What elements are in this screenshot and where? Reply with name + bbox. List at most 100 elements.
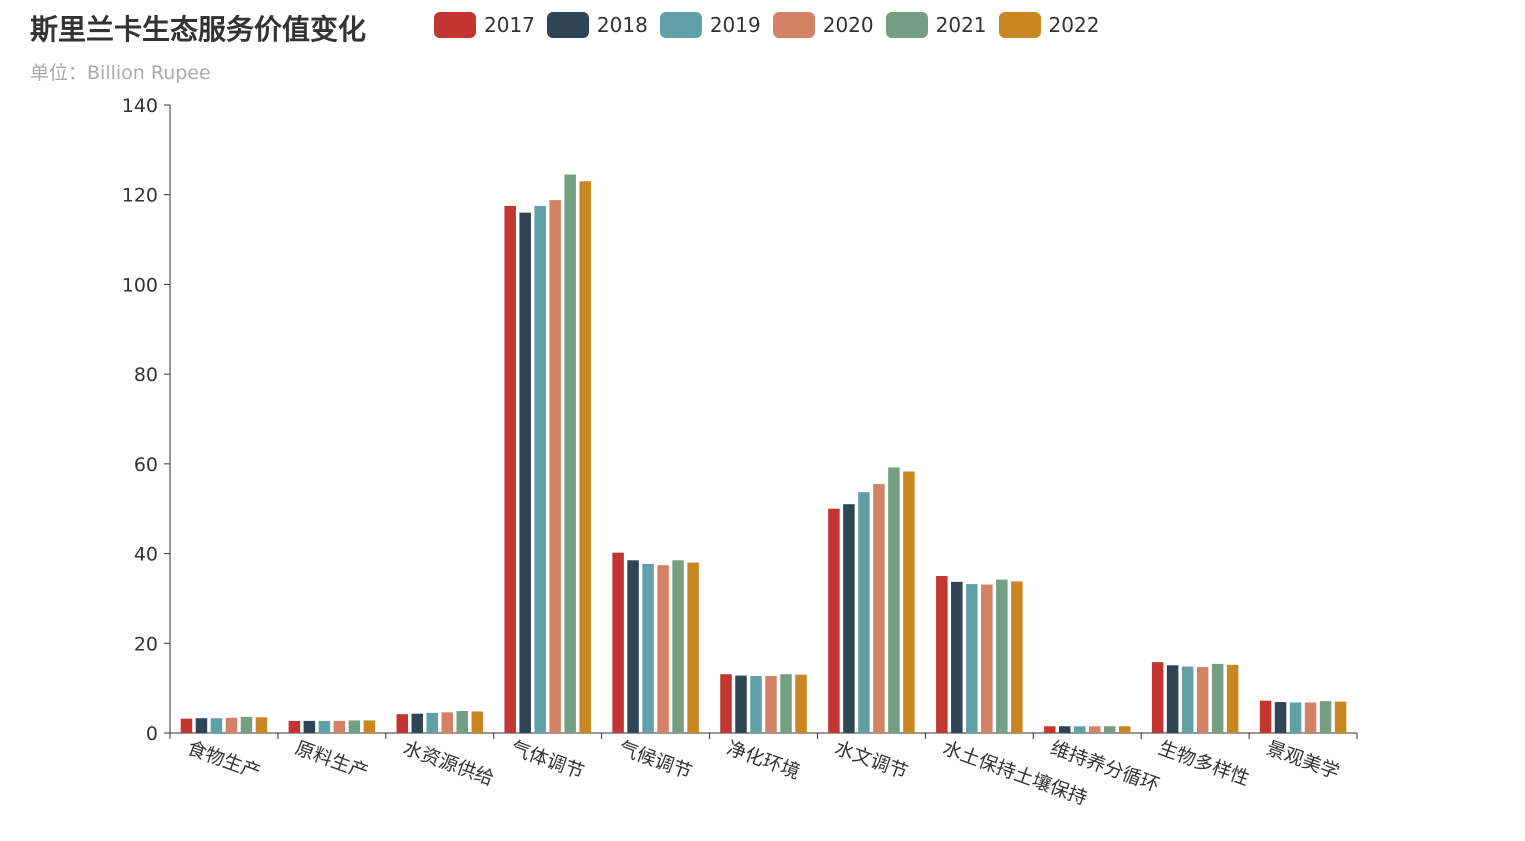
bar-2022-8: [1118, 726, 1131, 733]
y-tick-label: 40: [134, 544, 158, 566]
bar-2022-0: [255, 717, 268, 733]
bar-2017-7: [936, 576, 948, 733]
y-tick-label: 60: [134, 454, 158, 476]
x-tick-label: 气体调节: [508, 737, 587, 784]
bar-2018-1: [303, 720, 316, 733]
bar-2020-3: [549, 200, 561, 733]
bar-2018-6: [843, 504, 855, 733]
y-tick-label: 80: [134, 364, 158, 386]
x-tick-label: 景观美学: [1263, 737, 1342, 784]
bar-2021-8: [1103, 726, 1116, 733]
bar-2020-9: [1196, 667, 1209, 733]
y-tick-label: 140: [122, 95, 158, 117]
bar-2021-0: [240, 716, 253, 733]
legend-item-2017[interactable]: 2017: [434, 12, 535, 38]
bar-2020-1: [333, 720, 346, 733]
bar-2017-8: [1043, 726, 1056, 733]
x-tick-label: 生物多样性: [1155, 737, 1252, 790]
bar-2017-1: [288, 720, 301, 733]
bar-2021-3: [564, 174, 576, 733]
bar-2017-4: [612, 552, 624, 733]
bar-2020-8: [1088, 726, 1101, 733]
legend-label: 2017: [484, 13, 535, 37]
bar-2019-3: [534, 205, 546, 733]
bar-2022-4: [687, 562, 699, 733]
legend-label: 2018: [596, 13, 648, 37]
bar-2019-2: [426, 712, 439, 733]
bar-2018-2: [411, 713, 424, 733]
legend: 2017 2018 2019 2020 2021 2022: [434, 12, 1111, 38]
bar-2021-4: [672, 560, 684, 733]
legend-item-2019[interactable]: 2019: [659, 12, 761, 38]
bar-2017-9: [1151, 662, 1164, 733]
legend-item-2021[interactable]: 2021: [885, 12, 987, 38]
bar-2017-5: [720, 674, 732, 733]
legend-label: 2020: [822, 13, 874, 37]
bar-2018-5: [735, 675, 747, 733]
bar-2019-0: [210, 718, 223, 733]
x-tick-label: 净化环境: [724, 737, 803, 784]
bar-2019-10: [1289, 702, 1302, 733]
bar-2022-7: [1011, 581, 1023, 733]
legend-label: 2022: [1048, 13, 1100, 37]
bar-2020-4: [657, 565, 669, 733]
bar-2022-1: [363, 720, 376, 733]
bar-2022-10: [1334, 701, 1347, 733]
y-tick-label: 120: [122, 185, 158, 207]
legend-label: 2021: [935, 13, 987, 37]
bar-2020-10: [1304, 702, 1317, 733]
bar-2021-6: [888, 467, 900, 733]
legend-label: 2019: [709, 13, 761, 37]
bar-2022-6: [903, 471, 915, 733]
legend-item-2022[interactable]: 2022: [998, 12, 1100, 38]
bar-2019-9: [1181, 666, 1194, 733]
legend-item-2018[interactable]: 2018: [546, 12, 648, 38]
bar-2020-7: [981, 584, 993, 733]
bar-2017-2: [396, 714, 409, 733]
bar-2019-6: [858, 492, 870, 733]
bar-2021-7: [996, 579, 1008, 733]
bar-2017-6: [828, 508, 840, 733]
legend-swatch: [772, 12, 815, 38]
bar-2019-4: [642, 563, 654, 733]
y-tick-label: 100: [122, 274, 158, 296]
legend-swatch: [546, 12, 589, 38]
bar-2017-0: [180, 718, 193, 733]
bar-2021-5: [780, 674, 792, 733]
bar-2021-2: [456, 711, 469, 733]
bar-2018-3: [519, 212, 531, 733]
legend-swatch: [659, 12, 702, 38]
bar-2017-10: [1259, 700, 1272, 733]
x-tick-label: 原料生产: [292, 737, 371, 784]
bar-2018-9: [1166, 665, 1179, 733]
bar-2021-9: [1211, 663, 1224, 733]
chart-subtitle: 单位：Billion Rupee: [30, 62, 211, 84]
legend-item-2020[interactable]: 2020: [772, 12, 874, 38]
bar-2019-7: [966, 584, 978, 733]
bar-2020-0: [225, 717, 238, 733]
x-tick-label: 食物生产: [184, 737, 263, 784]
bar-2017-3: [504, 205, 516, 733]
bar-2018-8: [1058, 726, 1071, 733]
bar-2018-0: [195, 718, 208, 733]
bar-2020-2: [441, 712, 454, 733]
x-tick-label: 水文调节: [832, 737, 911, 784]
legend-swatch: [434, 12, 476, 38]
bar-2022-2: [471, 711, 484, 733]
chart-title: 斯里兰卡生态服务价值变化: [30, 13, 367, 46]
legend-swatch: [998, 12, 1041, 38]
x-tick-label: 气候调节: [616, 737, 695, 784]
bar-2020-5: [765, 676, 777, 733]
bar-2018-10: [1274, 702, 1287, 733]
bar-2019-8: [1073, 726, 1086, 733]
bar-2019-1: [318, 720, 331, 733]
y-tick-label: 20: [134, 633, 158, 655]
bar-2022-9: [1226, 664, 1239, 733]
bar-2022-3: [579, 181, 591, 733]
bar-2019-5: [750, 676, 762, 733]
bar-2018-7: [951, 581, 963, 733]
bar-2018-4: [627, 560, 639, 733]
bar-2020-6: [873, 484, 885, 733]
bar-2021-10: [1319, 701, 1332, 733]
